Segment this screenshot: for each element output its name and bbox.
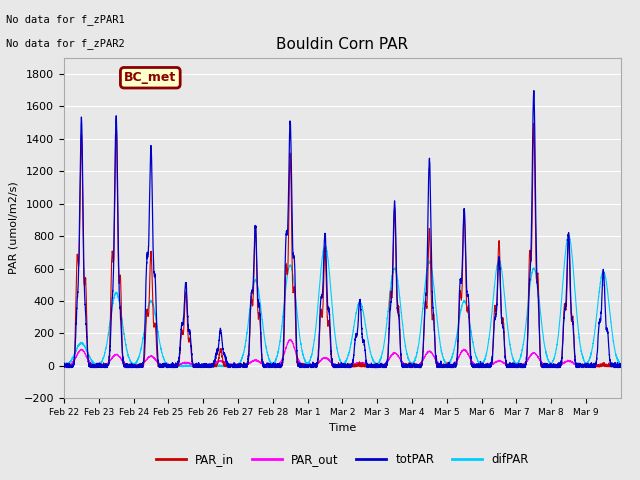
X-axis label: Time: Time: [329, 423, 356, 432]
Legend: PAR_in, PAR_out, totPAR, difPAR: PAR_in, PAR_out, totPAR, difPAR: [152, 449, 533, 471]
Y-axis label: PAR (umol/m2/s): PAR (umol/m2/s): [8, 181, 18, 275]
Text: No data for f_zPAR2: No data for f_zPAR2: [6, 38, 125, 49]
Text: BC_met: BC_met: [124, 71, 177, 84]
Text: No data for f_zPAR1: No data for f_zPAR1: [6, 14, 125, 25]
Title: Bouldin Corn PAR: Bouldin Corn PAR: [276, 37, 408, 52]
